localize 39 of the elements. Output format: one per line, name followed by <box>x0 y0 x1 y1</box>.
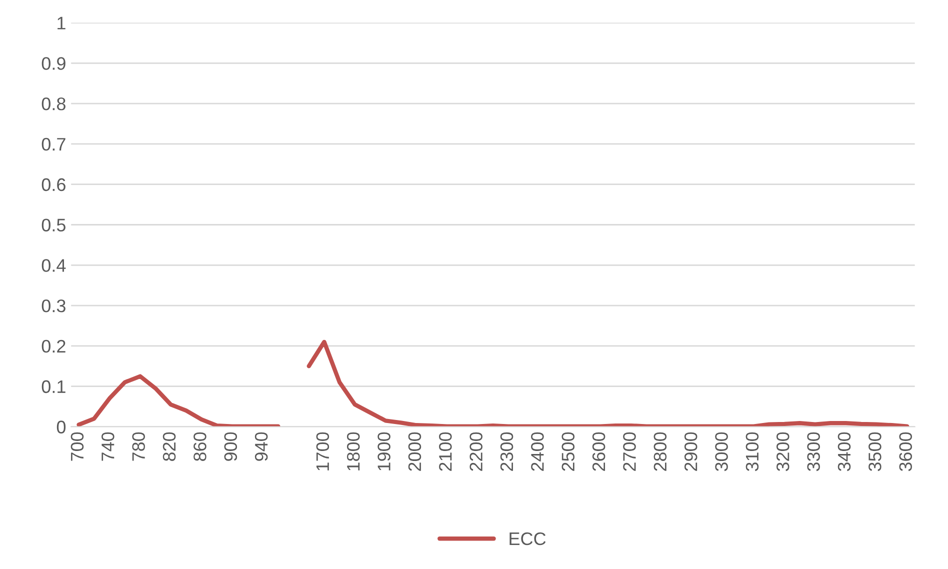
x-tick-label: 2000 <box>408 432 422 471</box>
x-tick-label: 2400 <box>531 432 544 471</box>
x-tick-label: 3000 <box>715 432 728 472</box>
x-tick-label: 2600 <box>592 432 606 471</box>
y-tick-label: 0.2 <box>42 340 66 353</box>
x-tick-label: 2200 <box>470 432 482 471</box>
y-tick-label: 0.7 <box>42 138 66 151</box>
y-tick-label: 0.6 <box>42 178 66 192</box>
x-tick-label: 1800 <box>346 432 360 470</box>
x-tick-label: 3100 <box>746 432 759 472</box>
y-tick-label: 0.3 <box>42 299 66 312</box>
y-tick-label: 0 <box>56 420 66 434</box>
y-tick-label: 0.9 <box>42 57 66 70</box>
x-tick-label: 1900 <box>378 432 390 470</box>
x-tick-label: 3300 <box>807 432 820 472</box>
y-tick-label: 0.1 <box>42 380 66 394</box>
y-tick-label: 0.4 <box>42 259 66 272</box>
x-tick-label: 2800 <box>654 432 667 471</box>
x-tick-label: 2700 <box>623 432 636 471</box>
x-tick-label: 2500 <box>562 432 575 471</box>
x-tick-label: 3600 <box>899 432 912 472</box>
x-tick-label: 700 <box>70 432 84 461</box>
x-tick-label: 3200 <box>776 432 790 472</box>
x-tick-label: 3500 <box>868 432 882 472</box>
x-tick-label: 860 <box>194 432 206 461</box>
x-tick-label: 2300 <box>500 432 514 471</box>
legend-label: ECC <box>510 532 546 546</box>
x-tick-label: 740 <box>102 432 114 461</box>
x-tick-label: 780 <box>132 432 145 461</box>
x-tick-label: 820 <box>162 432 176 461</box>
x-tick-label: 2100 <box>439 432 452 471</box>
x-tick-label: 940 <box>254 432 268 461</box>
y-tick-label: 0.8 <box>42 97 66 110</box>
y-tick-label: 1 <box>58 16 66 30</box>
x-tick-label: 2900 <box>684 432 698 471</box>
x-tick-label: 3400 <box>838 432 851 472</box>
x-tick-label: 1700 <box>316 432 330 470</box>
x-tick-label: 900 <box>224 432 238 461</box>
y-tick-label: 0.5 <box>42 218 66 232</box>
